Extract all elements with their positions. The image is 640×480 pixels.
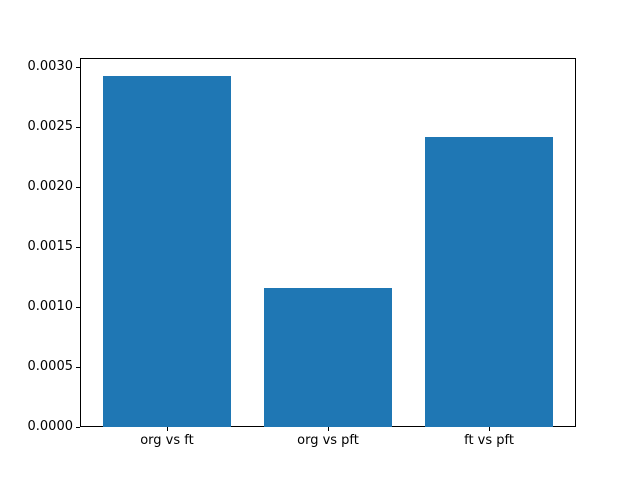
y-tick-label: 0.0010 [27,299,74,315]
y-tick-mark [76,247,80,249]
y-tick-mark [76,367,80,369]
x-tick-mark [166,427,168,431]
bar-org-vs-pft [263,287,393,427]
bar-org-vs-ft [102,75,232,427]
y-tick-label: 0.0015 [27,239,74,255]
y-tick-label: 0.0020 [27,179,74,195]
y-tick-label: 0.0000 [27,419,74,434]
x-tick-label: ft vs pft [464,433,514,448]
x-tick-mark [328,427,329,431]
y-tick-mark [76,127,80,129]
x-tick-label: org vs ft [140,433,194,448]
y-tick-mark [76,67,80,69]
bar-ft-vs-pft [424,136,554,427]
y-tick-mark [76,427,80,428]
y-tick-label: 0.0030 [27,59,74,75]
x-tick-mark [489,427,491,431]
x-tick-label: org vs pft [297,433,359,448]
y-tick-label: 0.0005 [27,359,74,375]
y-tick-mark [76,307,80,309]
y-tick-mark [76,187,80,189]
y-tick-label: 0.0025 [27,119,74,135]
